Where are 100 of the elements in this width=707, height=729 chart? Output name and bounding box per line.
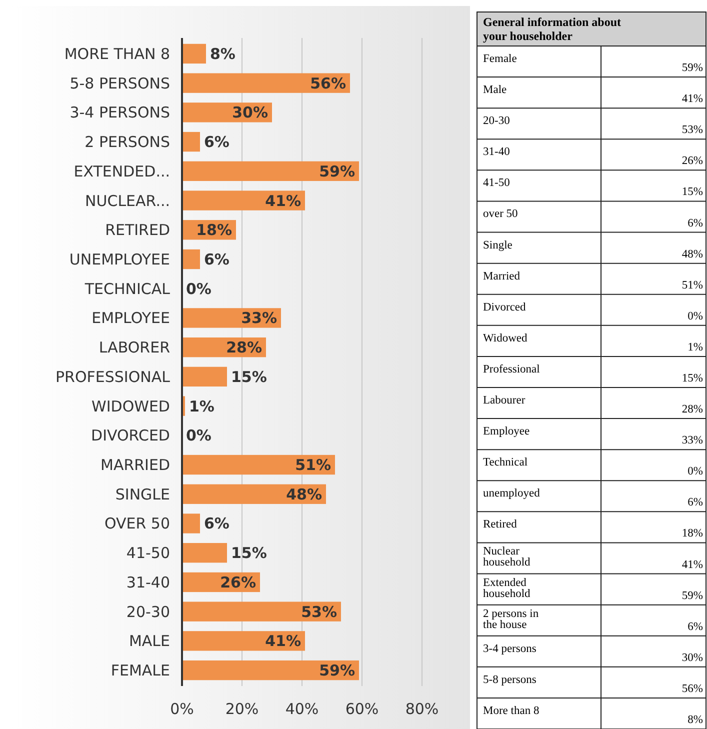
- y-tick-label: EMPLOYEE: [92, 309, 170, 328]
- text: 0%: [688, 466, 704, 478]
- data-label: 48%: [286, 485, 322, 504]
- text: 28%: [682, 404, 704, 416]
- bar: [182, 366, 227, 387]
- text: 15%: [682, 372, 704, 384]
- text: 41-50: [483, 177, 510, 190]
- text: 41%: [682, 558, 704, 571]
- data-label: 30%: [232, 104, 268, 122]
- bar: [182, 631, 305, 651]
- bar: [182, 602, 341, 622]
- text: 51%: [682, 279, 704, 292]
- text: 5-8 persons: [483, 674, 537, 686]
- data-label: 6%: [204, 250, 230, 268]
- text: 8%: [688, 714, 704, 726]
- data-label: 56%: [310, 74, 346, 92]
- y-tick-label: 31-40: [126, 573, 170, 592]
- data-label: 15%: [231, 368, 267, 386]
- y-tick-label: RETIRED: [105, 221, 170, 240]
- text: Female: [483, 53, 517, 65]
- text: 0%: [688, 310, 704, 322]
- data-label: 6%: [204, 514, 230, 533]
- text: unemployed: [483, 488, 540, 500]
- bar: [182, 660, 359, 680]
- data-label: 6%: [204, 133, 230, 152]
- y-tick-label: PROFESSIONAL: [56, 368, 171, 386]
- data-label: 59%: [319, 162, 355, 180]
- y-tick-label: LABORER: [98, 338, 170, 357]
- data-label: 26%: [220, 573, 256, 592]
- text: Extended household: [483, 576, 531, 600]
- y-tick-label: EXTENDED...: [74, 162, 170, 180]
- bar: [182, 44, 206, 64]
- text: 3-4 persons: [483, 642, 537, 655]
- text: Widowed: [483, 332, 528, 344]
- text: 6%: [688, 217, 704, 230]
- text: Married: [483, 270, 520, 282]
- data-label: 8%: [210, 44, 236, 63]
- bar: [182, 454, 335, 475]
- data-label: 28%: [226, 338, 262, 357]
- bar: [182, 73, 350, 93]
- text: 33%: [682, 434, 704, 447]
- text: 31-40: [483, 146, 510, 158]
- data-label: 51%: [295, 456, 331, 474]
- y-tick-label: 3-4 PERSONS: [70, 104, 170, 122]
- text: 26%: [682, 155, 704, 168]
- data-label: 0%: [186, 426, 212, 445]
- x-tick-label: 40%: [285, 700, 319, 718]
- text: over 50: [483, 208, 518, 220]
- text: General information about your householder: [483, 15, 621, 43]
- data-label: 59%: [319, 662, 355, 680]
- text: Male: [483, 84, 507, 96]
- y-tick-label: 2 PERSONS: [84, 133, 170, 152]
- x-tick-label: 20%: [225, 700, 259, 718]
- y-tick-label: WIDOWED: [92, 397, 170, 416]
- text: 6%: [688, 496, 704, 509]
- bar: [182, 161, 359, 181]
- y-tick-label: OVER 50: [104, 514, 170, 533]
- y-tick-label: NUCLEAR...: [85, 192, 170, 210]
- text: More than 8: [483, 704, 540, 717]
- y-tick-label: SINGLE: [115, 485, 170, 504]
- text: 48%: [682, 248, 704, 260]
- data-label: 41%: [265, 192, 301, 210]
- text: Retired: [483, 518, 518, 531]
- bar: [182, 249, 200, 270]
- data-label: 1%: [189, 397, 214, 416]
- text: Divorced: [483, 301, 526, 314]
- y-tick-label: 41-50: [126, 544, 170, 562]
- text: 15%: [682, 186, 704, 198]
- x-tick-label: 0%: [170, 700, 194, 718]
- x-tick-label: 80%: [405, 700, 439, 718]
- text: 53%: [682, 124, 704, 136]
- bar: [182, 132, 200, 152]
- text: 1%: [688, 341, 704, 354]
- y-tick-label: MARRIED: [100, 456, 170, 474]
- bar: [182, 190, 305, 210]
- text: 41%: [682, 93, 704, 106]
- data-label: 15%: [231, 544, 267, 562]
- bar: [182, 543, 227, 563]
- text: 20-30: [483, 115, 510, 128]
- y-tick-label: TECHNICAL: [84, 280, 171, 298]
- text: Single: [483, 239, 512, 252]
- y-tick-label: 5-8 PERSONS: [70, 74, 170, 92]
- y-tick-label: 20-30: [126, 602, 170, 621]
- text: 18%: [682, 528, 704, 540]
- text: 6%: [688, 620, 704, 633]
- text: 56%: [682, 682, 704, 695]
- text: Labourer: [483, 394, 526, 406]
- bar: [182, 484, 326, 504]
- data-label: 33%: [241, 309, 277, 328]
- bar: [182, 514, 200, 534]
- text: 59%: [682, 62, 704, 74]
- text: 2 persons in the house: [483, 608, 539, 631]
- y-tick-label: MORE THAN 8: [64, 44, 170, 63]
- text: Employee: [483, 426, 530, 438]
- text: Nuclear household: [483, 546, 531, 569]
- data-label: 0%: [186, 280, 212, 298]
- text: 59%: [682, 590, 704, 602]
- y-tick-label: FEMALE: [110, 662, 170, 680]
- y-tick-label: DIVORCED: [91, 426, 170, 445]
- text: Professional: [483, 363, 540, 376]
